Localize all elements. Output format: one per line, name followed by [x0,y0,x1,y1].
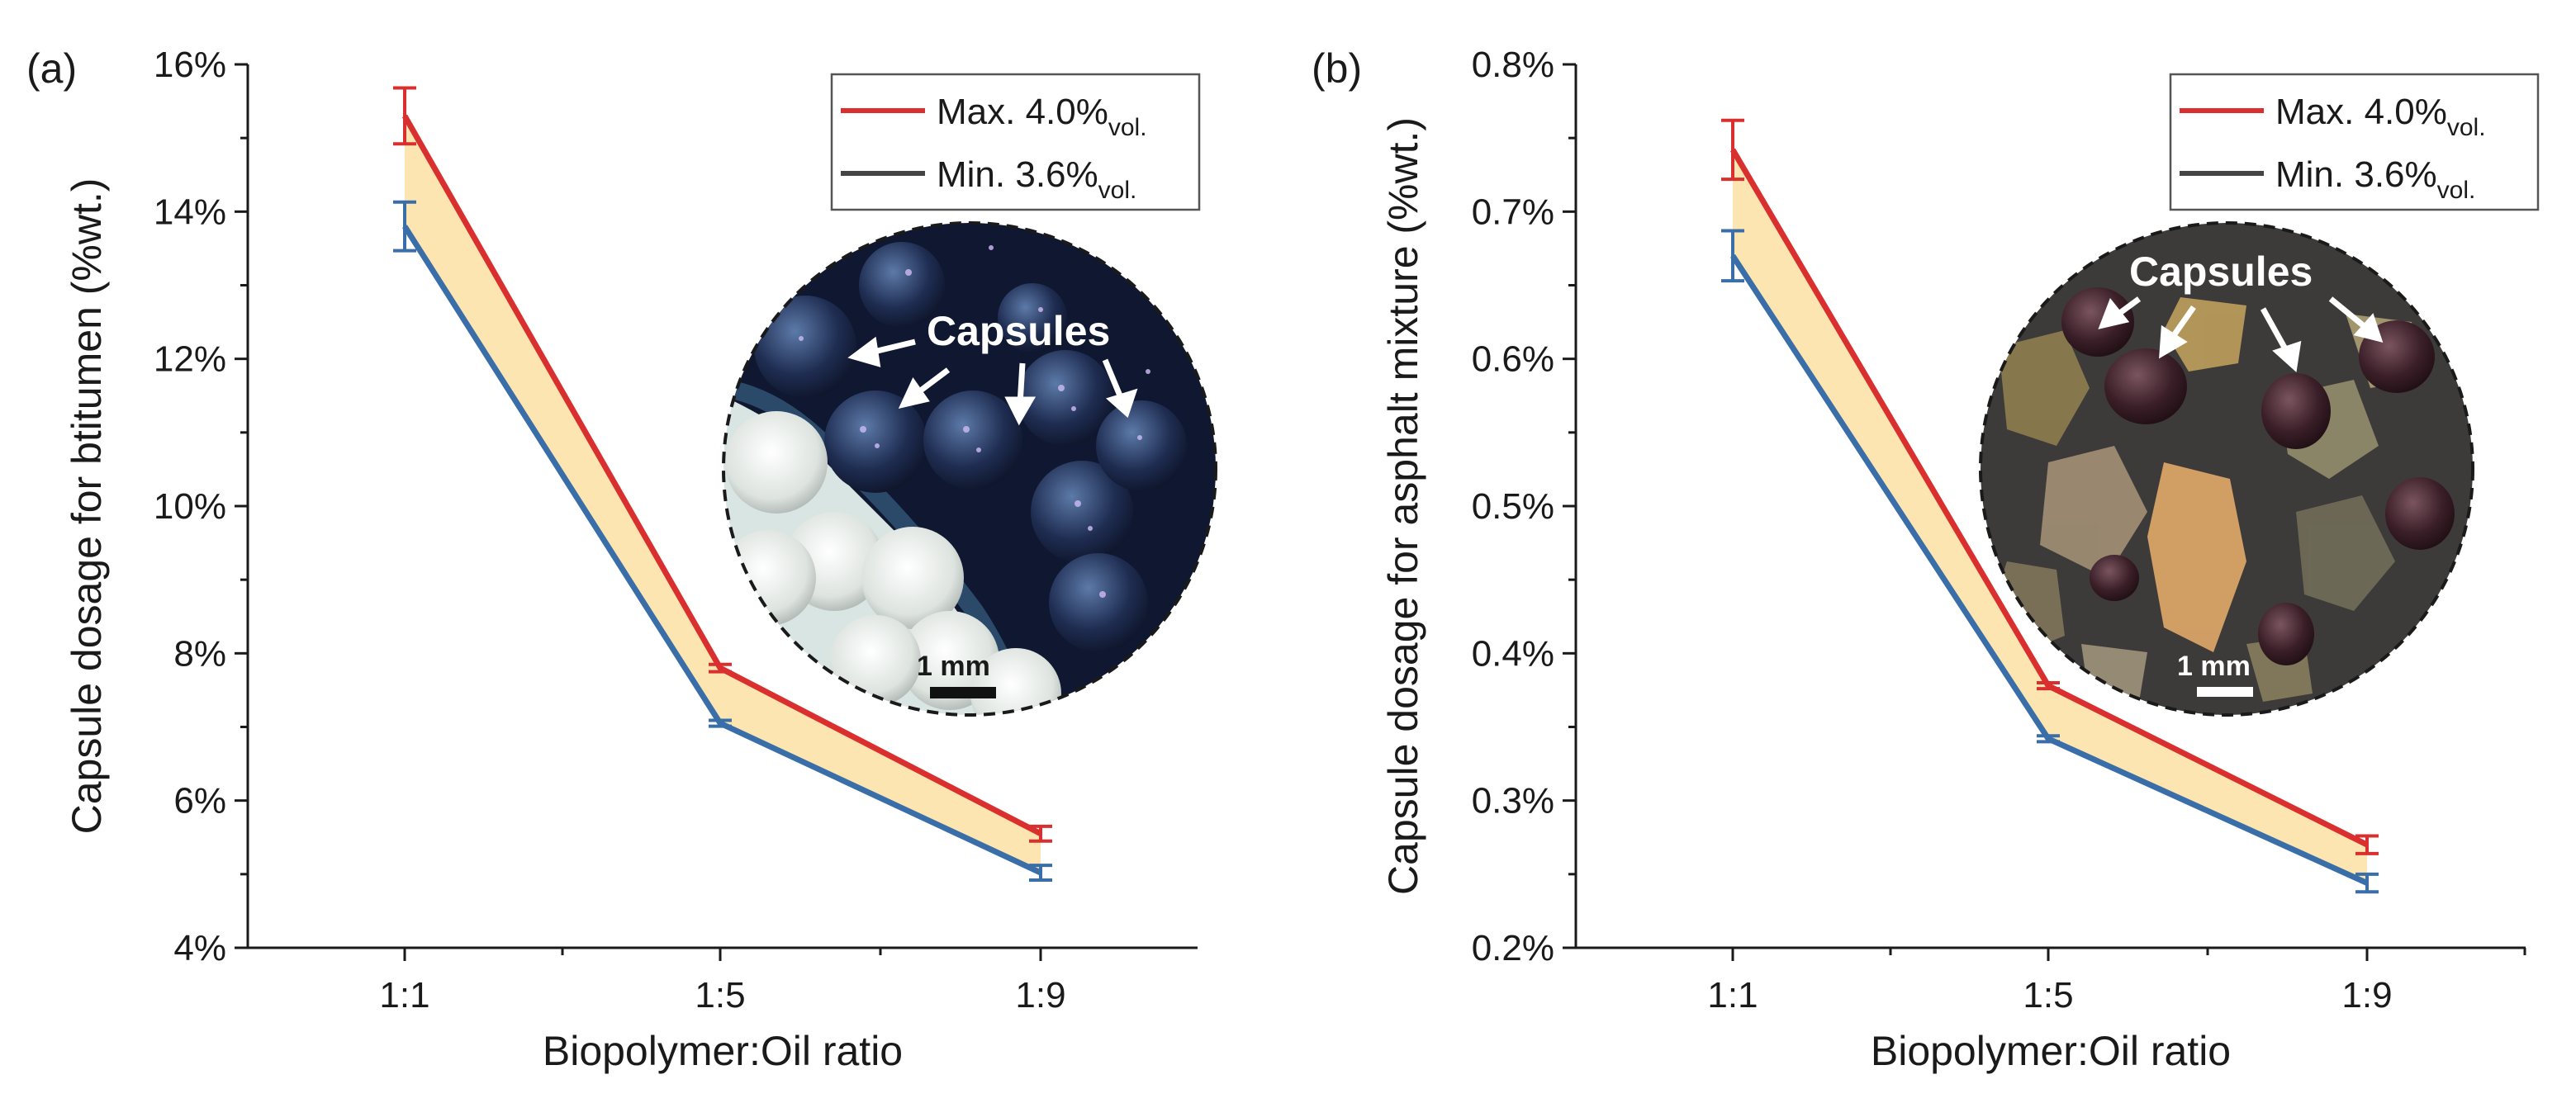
panel-a-x-axis-title: Biopolymer:Oil ratio [543,1028,903,1074]
panel-b-legend-min-label: Min. 3.6%vol. [2275,154,2475,204]
panel-a-tag: (a) [26,45,77,92]
panel-b-capsules-label: Capsules [2129,249,2313,295]
panel-b-inset-micrograph: Capsules 1 mm [1979,221,2474,717]
series-max-error-bar [1029,824,1052,843]
panel-a-series-layer [393,86,1052,882]
panel-b-y-axis-title: Capsule dosage for asphalt mixture (%wt.… [1380,117,1426,895]
y-tick-label: 0.5% [1472,486,1554,527]
y-tick-label: 0.6% [1472,339,1554,380]
y-tick-label: 14% [154,192,226,232]
series-max-error-bar [1721,118,1744,182]
x-tick-label: 1:9 [1015,975,1065,1015]
y-tick-label: 4% [173,928,226,968]
panel-b: (b) [1312,45,2540,1074]
panel-b-legend-max-label: Max. 4.0%vol. [2275,92,2486,141]
panel-b-arrow-3 [2260,307,2291,355]
series-max-error-bar [2037,681,2060,691]
x-tick-label: 1:9 [2341,975,2392,1015]
panel-a-legend-box [830,73,1201,211]
panel-b-tag: (b) [1312,45,1362,92]
y-tick-label: 16% [154,45,226,85]
y-tick-label: 12% [154,339,226,380]
y-tick-label: 0.7% [1472,192,1554,232]
series-min-error-bar [393,200,416,253]
panel-b-legend-box [2169,73,2540,211]
panel-a-arrow-4 [1102,358,1125,401]
panel-a-legend-max-label: Max. 4.0%vol. [937,92,1147,141]
x-tick-label: 1:5 [695,975,745,1015]
panel-a-legend: Max. 4.0%vol. Min. 3.6%vol. [830,73,1201,211]
panel-b-scale-bar [2197,687,2253,697]
series-min-error-bar [2037,734,2060,744]
series-min-error-bar [1029,864,1052,882]
panel-b-x-axis-title: Biopolymer:Oil ratio [1871,1028,2231,1074]
panel-a-inset-micrograph: Capsules 1 mm [722,221,1217,717]
y-tick-label: 10% [154,486,226,527]
y-tick-label: 0.4% [1472,633,1554,674]
series-min-error-bar [1721,229,1744,283]
x-tick-label: 1:1 [379,975,429,1015]
panel-a-legend-min-label: Min. 3.6%vol. [937,154,1136,204]
y-tick-label: 0.8% [1472,45,1554,85]
panel-a: (a) [26,45,1217,1074]
panel-b-arrow-4 [2328,296,2370,331]
x-tick-label: 1:1 [1707,975,1758,1015]
series-min-error-bar [709,718,732,728]
y-tick-label: 0.3% [1472,781,1554,821]
panel-a-capsules-label: Capsules [927,308,1110,354]
series-max-error-bar [709,662,732,674]
series-max-error-bar [393,86,416,146]
panel-b-scale-label: 1 mm [2177,651,2251,682]
panel-b-series-layer [1721,118,2379,894]
panel-b-legend: Max. 4.0%vol. Min. 3.6%vol. [2169,73,2540,211]
y-tick-label: 6% [173,781,226,821]
panel-a-y-axis-title: Capsule dosage for btitumen (%wt.) [64,178,110,835]
x-tick-label: 1:5 [2023,975,2073,1015]
panel-a-scale-bar [930,687,996,698]
series-max-error-bar [2355,834,2379,855]
y-tick-label: 8% [173,633,226,674]
y-tick-label: 0.2% [1472,928,1554,968]
panel-a-axes: 4% 6% 8% 10% 12% 14% 16% 1:1 1:5 1:9 Biopolymer:… [64,45,1198,1074]
series-min-error-bar [2355,872,2379,894]
panel-b-axes: 0.2% 0.3% 0.4% 0.5% 0.6% 0.7% 0.8% 1:1 1:5 1:9 B… [1380,45,2526,1074]
panel-a-scale-label: 1 mm [917,651,990,682]
